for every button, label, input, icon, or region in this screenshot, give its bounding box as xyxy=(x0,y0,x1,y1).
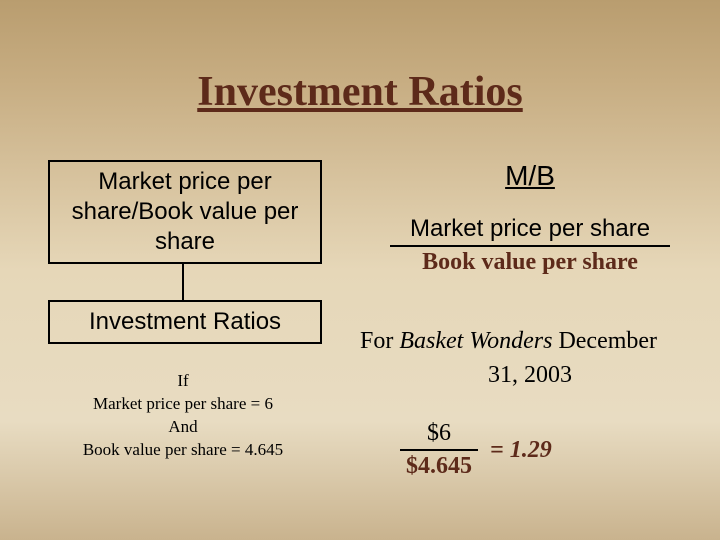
assumptions-line-2: Market price per share = 6 xyxy=(48,393,318,416)
slide-title: Investment Ratios xyxy=(0,68,720,116)
calc-denominator: $4.645 xyxy=(400,451,478,480)
caption-prefix: For xyxy=(360,328,399,354)
calc-fraction: $6 $4.645 xyxy=(400,420,478,480)
definition-text: Market price per share/Book value per sh… xyxy=(50,167,320,257)
calc-equals: = xyxy=(490,437,504,463)
formula: Market price per share Book value per sh… xyxy=(375,215,685,276)
calc-numerator: $6 xyxy=(400,420,478,451)
assumptions-line-4: Book value per share = 4.645 xyxy=(48,439,318,462)
fraction-line xyxy=(390,245,670,247)
category-box: Investment Ratios xyxy=(48,300,322,344)
caption-company: Basket Wonders xyxy=(399,328,552,354)
caption-line: For Basket Wonders December xyxy=(360,328,710,355)
calculation: $6 $4.645 = 1.29 xyxy=(400,420,700,480)
caption-suffix: December xyxy=(552,328,657,354)
formula-numerator: Market price per share xyxy=(375,215,685,243)
formula-denominator: Book value per share xyxy=(375,249,685,276)
calc-value: 1.29 xyxy=(510,437,552,463)
assumptions-line-1: If xyxy=(48,370,318,393)
category-text: Investment Ratios xyxy=(89,307,281,337)
ratio-label: M/B xyxy=(375,160,685,192)
definition-box: Market price per share/Book value per sh… xyxy=(48,160,322,264)
connector-line xyxy=(182,262,184,300)
caption-date: 31, 2003 xyxy=(375,362,685,389)
calc-result: = 1.29 xyxy=(490,437,552,464)
assumptions-block: If Market price per share = 6 And Book v… xyxy=(48,370,318,462)
assumptions-line-3: And xyxy=(48,416,318,439)
